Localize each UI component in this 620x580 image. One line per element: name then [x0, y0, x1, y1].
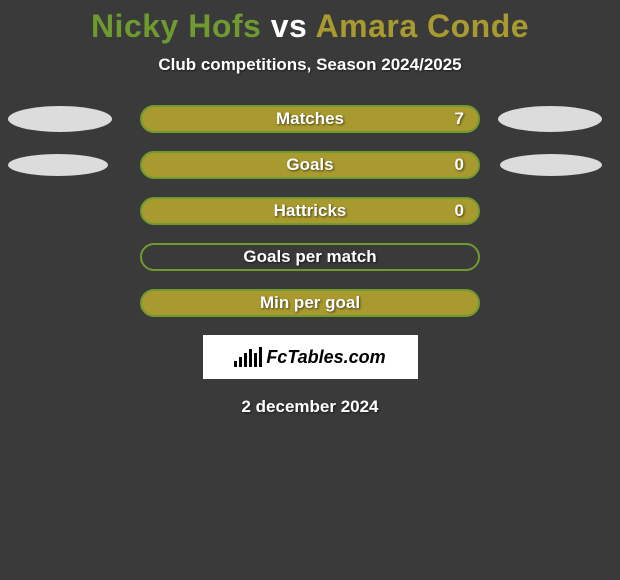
stat-bar: Goals per match [140, 243, 480, 271]
logo-box: FcTables.com [203, 335, 418, 379]
stat-row: Matches 7 [0, 105, 620, 133]
stat-value: 0 [455, 155, 464, 175]
stat-label: Goals per match [243, 247, 376, 267]
date-text: 2 december 2024 [0, 397, 620, 417]
player1-name: Nicky Hofs [91, 8, 261, 44]
right-ellipse-icon [500, 154, 602, 176]
stat-row: Goals per match [0, 243, 620, 271]
logo: FcTables.com [234, 347, 385, 368]
player2-name: Amara Conde [316, 8, 530, 44]
subtitle: Club competitions, Season 2024/2025 [0, 55, 620, 75]
right-ellipse-icon [498, 106, 602, 132]
stat-bar: Goals 0 [140, 151, 480, 179]
stat-label: Goals [286, 155, 333, 175]
stat-label: Min per goal [260, 293, 360, 313]
stat-value: 0 [455, 201, 464, 221]
vs-text: vs [271, 8, 308, 44]
stat-label: Matches [276, 109, 344, 129]
comparison-title: Nicky Hofs vs Amara Conde [0, 0, 620, 45]
stat-bar: Hattricks 0 [140, 197, 480, 225]
stat-bar: Min per goal [140, 289, 480, 317]
stat-row: Goals 0 [0, 151, 620, 179]
left-ellipse-icon [8, 106, 112, 132]
stats-container: Matches 7 Goals 0 Hattricks 0 Goals per match M… [0, 105, 620, 317]
logo-text: FcTables.com [266, 347, 385, 368]
stat-value: 7 [455, 109, 464, 129]
left-ellipse-icon [8, 154, 108, 176]
stat-row: Hattricks 0 [0, 197, 620, 225]
logo-chart-icon [234, 347, 262, 367]
stat-label: Hattricks [274, 201, 347, 221]
stat-row: Min per goal [0, 289, 620, 317]
stat-bar: Matches 7 [140, 105, 480, 133]
